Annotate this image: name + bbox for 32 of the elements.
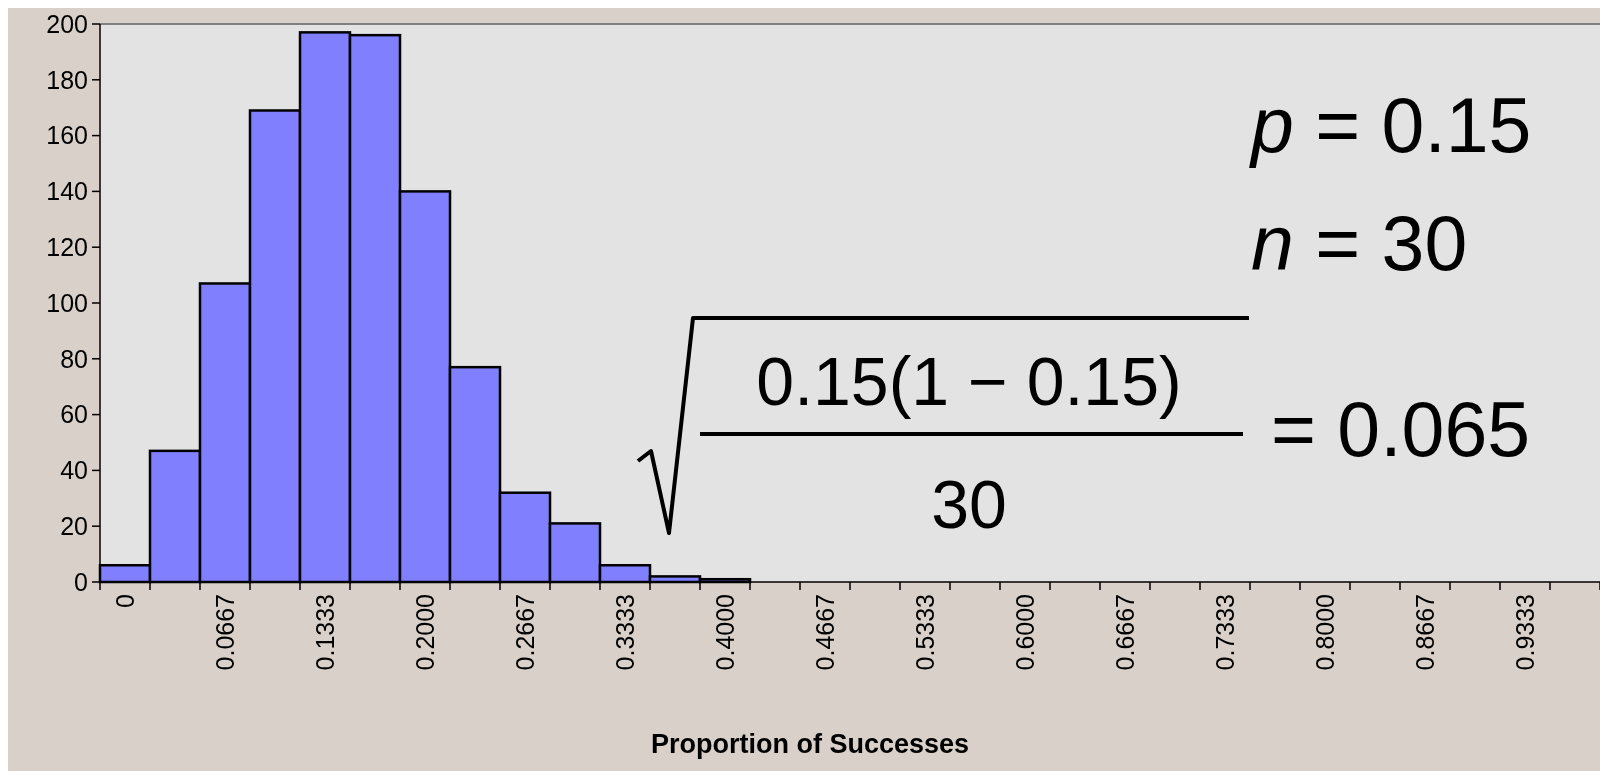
annotation: n = 30 <box>1251 200 1468 286</box>
y-tick-label: 0 <box>74 567 88 596</box>
x-tick-label: 0.2000 <box>410 594 439 671</box>
x-tick-label: 0.2667 <box>510 594 539 671</box>
y-tick-label: 180 <box>46 65 88 94</box>
x-tick-label: 0.4000 <box>710 594 739 671</box>
x-tick-label: 0.8667 <box>1410 594 1439 671</box>
x-tick-label: 0.7333 <box>1210 594 1239 671</box>
x-tick-label: 0.5333 <box>910 594 939 671</box>
y-tick-label: 20 <box>60 511 88 540</box>
y-tick-label: 200 <box>46 9 88 38</box>
x-tick-label: 0 <box>110 594 139 608</box>
x-tick-label: 0.1333 <box>310 594 339 671</box>
y-tick-label: 160 <box>46 121 88 150</box>
y-tick-label: 100 <box>46 288 88 317</box>
x-tick-label: 0.9333 <box>1510 594 1539 671</box>
x-tick-label: 0.8000 <box>1310 594 1339 671</box>
annotation: = 0.065 <box>1271 386 1531 472</box>
annotation: p = 0.15 <box>1249 82 1532 168</box>
y-tick-label: 40 <box>60 456 88 485</box>
x-tick-label: 0.6667 <box>1110 594 1139 671</box>
x-tick-label: 0.3333 <box>610 594 639 671</box>
y-tick-label: 60 <box>60 400 88 429</box>
x-tick-label: 0.0667 <box>210 594 239 671</box>
x-axis-title: Proportion of Successes <box>650 729 970 759</box>
x-tick-label: 0.6000 <box>1010 594 1039 671</box>
y-tick-label: 140 <box>46 177 88 206</box>
y-tick-label: 80 <box>60 344 88 373</box>
annotation: 30 <box>931 466 1007 542</box>
y-tick-label: 120 <box>46 232 88 261</box>
x-tick-label: 0.4667 <box>810 594 839 671</box>
annotation: 0.15(1 − 0.15) <box>756 343 1182 419</box>
